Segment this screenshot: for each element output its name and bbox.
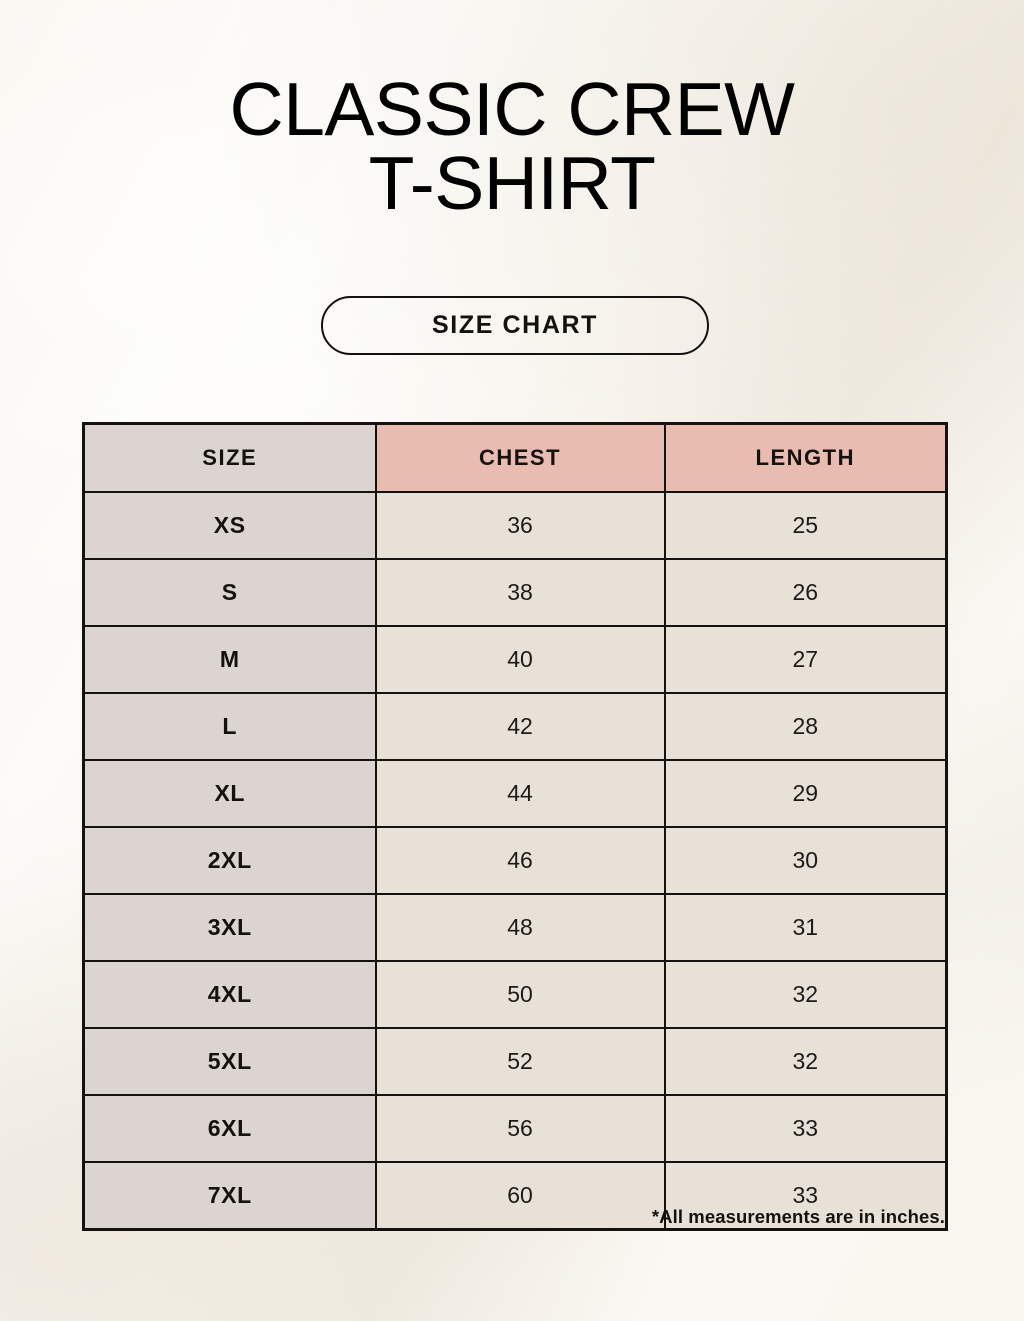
table-row: 3XL 48 31 [82, 893, 948, 962]
cell-size: L [82, 692, 377, 761]
table-row: 6XL 56 33 [82, 1094, 948, 1163]
size-chart-badge-label: SIZE CHART [432, 311, 598, 339]
cell-length: 28 [663, 692, 948, 761]
table-row: 5XL 52 32 [82, 1027, 948, 1096]
cell-chest: 44 [374, 759, 666, 828]
cell-length: 32 [663, 960, 948, 1029]
cell-length: 33 [663, 1094, 948, 1163]
size-table: SIZE CHEST LENGTH XS 36 25 S 38 26 M 40 27 L 42 28 X… [82, 422, 948, 1231]
table-row: 4XL 50 32 [82, 960, 948, 1029]
cell-chest: 38 [374, 558, 666, 627]
column-header-size: SIZE [82, 422, 377, 493]
cell-length: 30 [663, 826, 948, 895]
cell-size: 4XL [82, 960, 377, 1029]
cell-chest: 56 [374, 1094, 666, 1163]
table-row: XL 44 29 [82, 759, 948, 828]
cell-chest: 40 [374, 625, 666, 694]
size-chart-badge: SIZE CHART [321, 296, 709, 355]
cell-length: 32 [663, 1027, 948, 1096]
column-header-chest: CHEST [374, 422, 666, 493]
size-table-header: SIZE CHEST LENGTH [82, 422, 948, 493]
cell-length: 33 [663, 1161, 948, 1231]
cell-size: 2XL [82, 826, 377, 895]
cell-chest: 42 [374, 692, 666, 761]
cell-chest: 46 [374, 826, 666, 895]
page-title: CLASSIC CREW T-SHIRT [229, 67, 795, 225]
column-header-length: LENGTH [663, 422, 948, 493]
cell-chest: 52 [374, 1027, 666, 1096]
cell-chest: 50 [374, 960, 666, 1029]
size-table-body: XS 36 25 S 38 26 M 40 27 L 42 28 XL 44 29 2XL 46 30 3XL 48 3… [82, 491, 948, 1231]
cell-size: M [82, 625, 377, 694]
cell-size: XL [82, 759, 377, 828]
cell-length: 27 [663, 625, 948, 694]
cell-size: XS [82, 491, 377, 560]
table-row: S 38 26 [82, 558, 948, 627]
table-row: XS 36 25 [82, 491, 948, 560]
cell-size: 6XL [82, 1094, 377, 1163]
cell-length: 31 [663, 893, 948, 962]
table-row: 2XL 46 30 [82, 826, 948, 895]
cell-chest: 36 [374, 491, 666, 560]
cell-size: 3XL [82, 893, 377, 962]
table-row: L 42 28 [82, 692, 948, 761]
cell-chest: 48 [374, 893, 666, 962]
size-table-container: SIZE CHEST LENGTH XS 36 25 S 38 26 M 40 27 L 42 28 X… [82, 422, 948, 1231]
cell-size: 7XL [82, 1161, 377, 1231]
cell-chest: 60 [374, 1161, 666, 1231]
cell-size: S [82, 558, 377, 627]
cell-size: 5XL [82, 1027, 377, 1096]
cell-length: 29 [663, 759, 948, 828]
measurement-footnote: *All measurements are in inches. [651, 1206, 945, 1227]
table-header-row: SIZE CHEST LENGTH [82, 422, 948, 493]
cell-length: 26 [663, 558, 948, 627]
table-row: 7XL 60 33 [82, 1161, 948, 1231]
cell-length: 25 [663, 491, 948, 560]
table-row: M 40 27 [82, 625, 948, 694]
